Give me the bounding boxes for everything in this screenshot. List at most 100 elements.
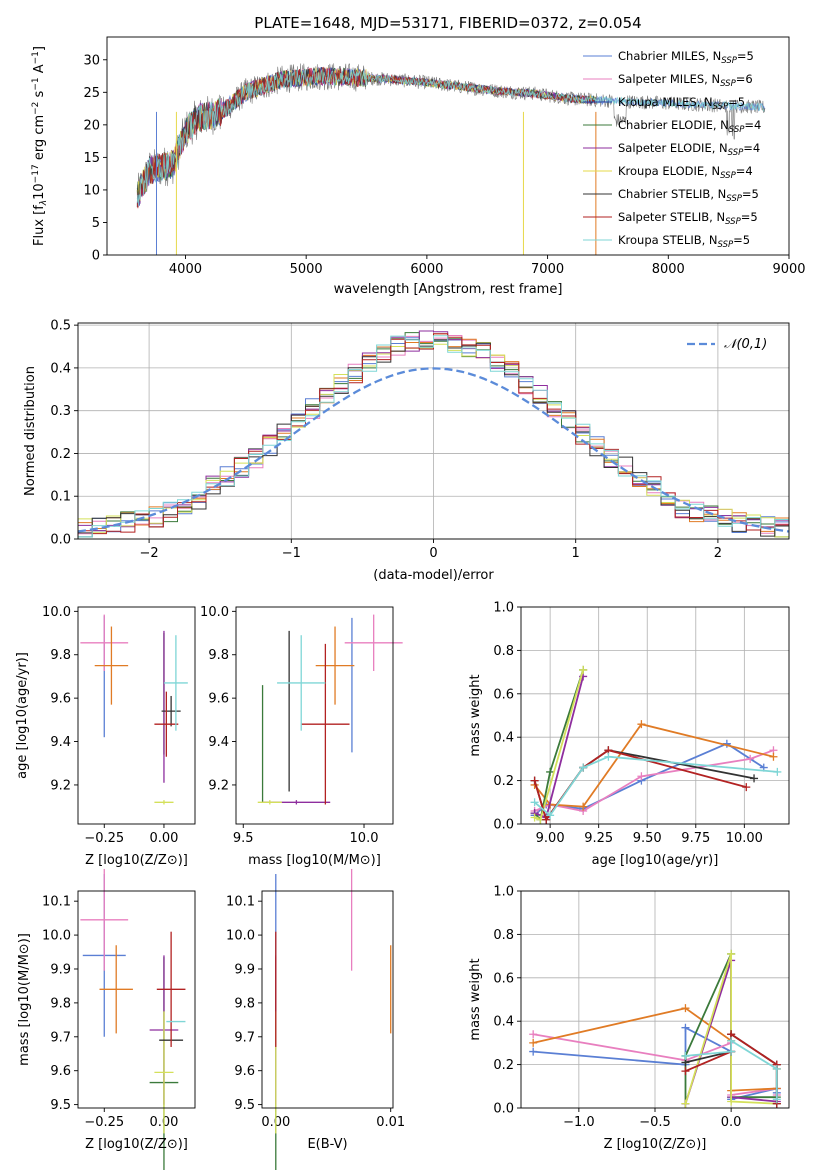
chart-title: PLATE=1648, MJD=53171, FIBERID=0372, z=0… [254,14,641,32]
y-tick-label: 9.5 [234,1098,255,1113]
x-tick-label: 9000 [772,262,805,277]
y-tick-label: 10.0 [42,605,71,620]
y-tick-label: 0.2 [493,774,514,789]
y-tick-label: 1.0 [493,601,514,616]
model-spectrum-line [136,66,596,209]
y-tick-label: 9.6 [208,692,229,707]
x-tick-label: 1 [572,546,580,561]
y-tick-label: 10.0 [42,929,71,944]
legend-label: 𝒩(0,1) [724,337,767,352]
y-tick-label: 0.5 [50,319,71,334]
legend-label: Chabrier MILES, NSSP=5 [618,49,754,66]
y-tick-label: 10.0 [226,929,255,944]
x-tick-label: 4000 [169,262,202,277]
weight-point-marker [750,774,759,783]
y-tick-label: 0.6 [493,971,514,986]
axes-frame [77,606,196,825]
y-tick-label: 9.8 [50,996,71,1011]
x-tick-label: −1 [282,546,301,561]
y-tick-label: 9.6 [50,1064,71,1079]
y-tick-label: 0.4 [493,1015,514,1030]
weight-point-marker [772,1064,781,1073]
axes-frame [520,606,790,825]
y-tick-label: 0.3 [50,404,71,419]
y-tick-label: 0.2 [493,1058,514,1073]
y-tick-label: 9.8 [50,648,71,663]
weight-point-marker [542,815,551,824]
x-tick-label: 9.25 [584,831,613,846]
y-tick-label: 1.0 [493,885,514,900]
y-tick-label: 10.0 [200,605,229,620]
weight-point-marker [530,798,539,807]
y-tick-label: 20 [83,118,100,133]
x-tick-label: 9.00 [536,831,565,846]
y-tick-label: 9.7 [234,1030,255,1045]
axes-frame [77,890,196,1109]
x-tick-label: −0.25 [84,831,124,846]
weight-point-marker [579,802,588,811]
y-tick-label: 0.0 [493,1102,514,1117]
y-tick-label: 15 [83,151,100,166]
weight-point-marker [604,752,613,761]
x-axis-label: age [log10(age/yr)] [592,853,719,868]
y-tick-label: 10 [83,183,100,198]
weight-point-marker [742,783,751,792]
y-axis-label: Flux [fλ10−17 erg cm−2 s−1 A−1] [31,46,49,246]
x-axis-label: Z [log10(Z/Z⊙)] [85,1137,188,1152]
axes-frame [235,606,394,825]
legend-label: Kroupa STELIB, NSSP=5 [618,233,750,250]
weight-point-marker [637,720,646,729]
x-tick-label: 8000 [652,262,685,277]
x-tick-label: 9.50 [633,831,662,846]
model-spectrum-line [136,66,596,207]
y-tick-label: 0.6 [493,687,514,702]
y-tick-label: 0.0 [50,533,71,548]
x-tick-label: 6000 [410,262,443,277]
y-tick-label: 9.8 [208,648,229,663]
y-tick-label: 25 [83,86,100,101]
y-tick-label: 0.8 [493,644,514,659]
y-axis-label: mass weight [468,958,483,1040]
legend-label: Chabrier STELIB, NSSP=5 [618,187,759,204]
weight-point-marker [681,1067,690,1076]
y-tick-label: 9.2 [208,778,229,793]
weight-point-marker [529,1047,538,1056]
y-tick-label: 9.7 [50,1030,71,1045]
weight-point-marker [530,813,539,822]
legend-label: Salpeter STELIB, NSSP=5 [618,210,758,227]
x-tick-label: −2 [140,546,159,561]
normal-reference-curve [77,367,790,533]
legend-label: Salpeter MILES, NSSP=6 [618,72,753,89]
y-tick-label: 10.1 [42,895,71,910]
weight-point-marker [546,767,555,776]
weight-series-line [684,953,777,1105]
x-axis-label: wavelength [Angstrom, rest frame] [334,282,563,297]
weight-series-line [533,669,584,822]
x-tick-label: 9.5 [233,831,254,846]
weight-point-marker [529,1030,538,1039]
y-tick-label: 0 [92,249,100,264]
x-axis-label: E(B-V) [307,1137,347,1152]
x-tick-label: 0.00 [149,831,178,846]
weight-point-marker [579,665,588,674]
y-tick-label: 9.6 [234,1064,255,1079]
x-axis-label: Z [log10(Z/Z⊙)] [85,853,188,868]
y-tick-label: 9.9 [50,962,71,977]
model-spectrum-line [136,67,596,208]
weight-series-line [533,749,747,822]
y-axis-label: mass [log10(M/M⊙)] [17,933,32,1066]
model-spectrum-line [136,67,596,196]
weight-point-marker [727,1036,736,1045]
x-tick-label: 7000 [531,262,564,277]
weight-point-marker [727,1047,736,1056]
y-axis-label: age [log10(age/yr)] [15,652,30,779]
x-tick-label: 10.0 [350,831,379,846]
y-tick-label: 0.8 [493,928,514,943]
x-tick-label: 0.01 [376,1115,405,1130]
weight-point-marker [546,811,555,820]
model-spectrum-line [136,68,596,207]
x-axis-label: Z [log10(Z/Z⊙)] [604,1137,707,1152]
weight-point-marker [769,752,778,761]
legend-label: Kroupa ELODIE, NSSP=4 [618,164,753,181]
